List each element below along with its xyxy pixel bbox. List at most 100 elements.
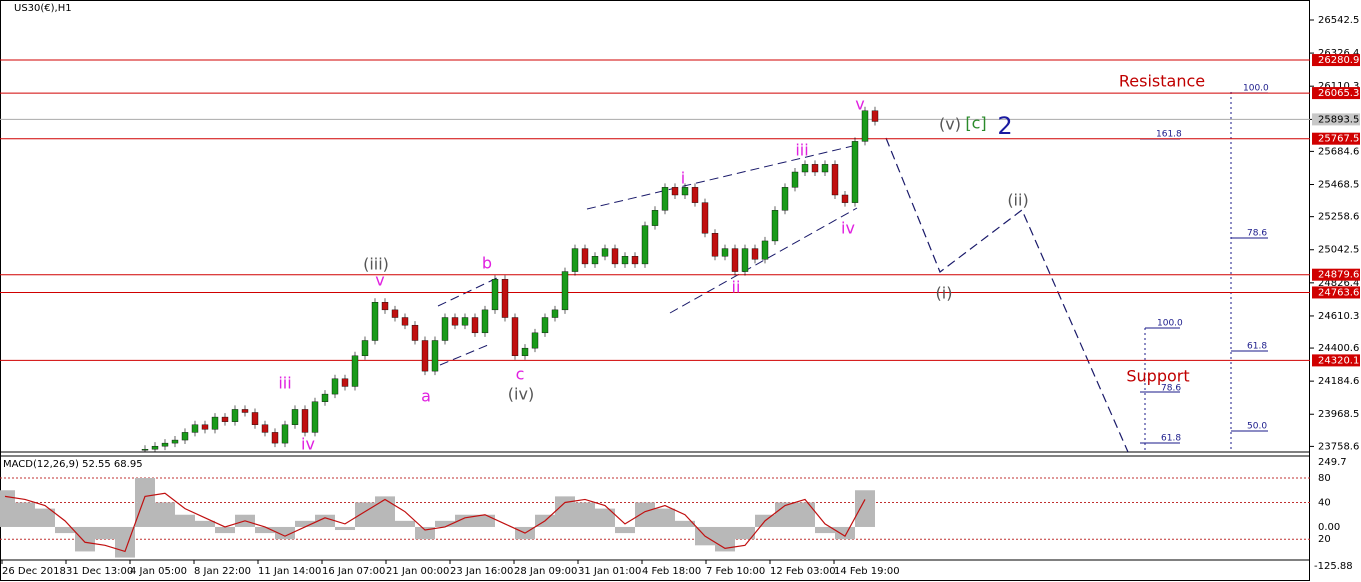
- level-box: [1312, 54, 1360, 67]
- wave-label: i: [681, 169, 685, 188]
- candle: [681, 187, 689, 196]
- level-box: [1312, 268, 1360, 281]
- x-tick-label: 7 Feb 10:00: [706, 566, 765, 577]
- candle: [171, 439, 179, 444]
- level-label: 24320.1: [1318, 355, 1359, 366]
- macd-bar: [375, 496, 395, 527]
- chart-title: US30(€),H1: [14, 3, 72, 14]
- macd-bar: [15, 502, 35, 527]
- candle: [231, 409, 239, 422]
- candle: [511, 317, 519, 357]
- x-tick-label: 12 Feb 03:00: [770, 566, 836, 577]
- macd-bar: [155, 502, 175, 527]
- y-tick-label: 24826.4: [1318, 278, 1359, 289]
- candle: [291, 409, 299, 425]
- macd-bar: [455, 514, 475, 527]
- macd-title: MACD(12,26,9) 52.55 68.95: [3, 459, 143, 470]
- candle: [451, 317, 459, 326]
- candle: [841, 194, 849, 203]
- macd-bar: [635, 502, 655, 527]
- y-tick-label: 25684.6: [1318, 146, 1359, 157]
- wave-label: v: [375, 271, 384, 290]
- macd-bar: [135, 478, 155, 527]
- candle: [561, 271, 569, 311]
- candle: [401, 317, 409, 326]
- level-label: 25767.5: [1318, 134, 1359, 145]
- x-tick-label: 21 Jan 00:00: [386, 566, 449, 577]
- x-tick-label: 31 Dec 13:00: [66, 566, 133, 577]
- x-tick-label: 16 Jan 07:00: [322, 566, 385, 577]
- candle: [661, 187, 669, 211]
- wave-label: b: [482, 254, 492, 273]
- candle: [731, 248, 739, 272]
- candle: [251, 412, 259, 425]
- candle: [421, 340, 429, 372]
- wave-label: 2: [997, 112, 1012, 140]
- candle: [221, 416, 229, 422]
- candle: [771, 210, 779, 242]
- wave-label: v: [855, 95, 864, 114]
- candle: [761, 240, 769, 260]
- level-label: 26065.3: [1318, 88, 1359, 99]
- candle: [701, 202, 709, 234]
- candle: [591, 256, 599, 265]
- wave-label: iii: [278, 374, 291, 393]
- macd-bar: [435, 520, 455, 527]
- y-tick-label: 25258.6: [1318, 212, 1359, 223]
- x-tick-label: 4 Feb 18:00: [642, 566, 701, 577]
- candle: [641, 225, 649, 265]
- candle: [271, 432, 279, 444]
- y-tick-label: 26326.4: [1318, 48, 1359, 59]
- macd-bar: [575, 502, 595, 527]
- y-tick-label: 23968.5: [1318, 409, 1359, 420]
- wave-label: iii: [795, 141, 808, 160]
- macd-bar: [475, 514, 495, 527]
- candle: [801, 164, 809, 173]
- candle: [711, 233, 719, 257]
- macd-tick-label: 80: [1318, 473, 1331, 484]
- candle: [871, 110, 879, 122]
- candle: [541, 317, 549, 334]
- macd-bar: [675, 520, 695, 527]
- candle: [491, 279, 499, 311]
- fib-label: 78.6: [1247, 229, 1267, 239]
- candle: [861, 110, 869, 142]
- candle: [331, 378, 339, 395]
- level-box: [1312, 132, 1360, 145]
- fib-label: 161.8: [1156, 130, 1182, 140]
- candle: [441, 317, 449, 341]
- wave-label: c: [516, 365, 525, 384]
- macd-tick-label: 20: [1318, 534, 1331, 545]
- frame: [0, 0, 1310, 581]
- macd-bar: [95, 526, 115, 540]
- wave-label: iv: [301, 435, 315, 454]
- candle: [311, 401, 319, 433]
- macd-bar: [175, 514, 195, 527]
- candle: [381, 302, 389, 311]
- macd-bar: [615, 526, 635, 534]
- candle: [471, 317, 479, 334]
- candle: [461, 317, 469, 326]
- macd-bar: [555, 496, 575, 527]
- candle: [201, 424, 209, 430]
- macd-min-label: -125.88: [1314, 561, 1353, 572]
- candle: [321, 393, 329, 402]
- fib-label: 78.6: [1161, 384, 1181, 394]
- y-tick-label: 26110.3: [1318, 81, 1359, 92]
- macd-signal-line: [4, 492, 866, 553]
- macd-tick-label: 40: [1318, 497, 1331, 508]
- y-tick-label: 25468.5: [1318, 179, 1359, 190]
- candle: [161, 442, 169, 447]
- wave-label: a: [421, 387, 431, 406]
- candle: [501, 279, 509, 318]
- macd-bar: [655, 508, 675, 527]
- candle: [601, 248, 609, 257]
- macd-bar: [255, 526, 275, 534]
- wave-label: Resistance: [1119, 72, 1205, 91]
- candle: [211, 416, 219, 430]
- x-tick-label: 23 Jan 16:00: [450, 566, 513, 577]
- x-tick-label: 11 Jan 14:00: [258, 566, 321, 577]
- x-tick-label: 8 Jan 22:00: [194, 566, 251, 577]
- macd-bar: [835, 526, 855, 540]
- level-box: [1312, 354, 1360, 367]
